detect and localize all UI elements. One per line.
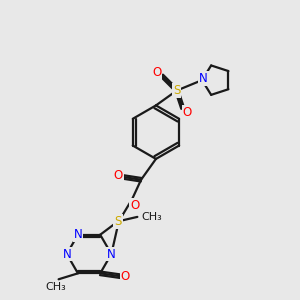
Text: O: O <box>130 199 139 212</box>
Text: O: O <box>121 270 130 283</box>
Text: N: N <box>62 248 71 260</box>
Text: N: N <box>74 228 82 241</box>
Text: CH₃: CH₃ <box>45 282 66 292</box>
Text: O: O <box>152 66 161 79</box>
Text: O: O <box>114 169 123 182</box>
Text: O: O <box>182 106 192 119</box>
Text: S: S <box>173 84 180 97</box>
Text: CH₃: CH₃ <box>141 212 162 222</box>
Text: N: N <box>107 248 116 260</box>
Text: N: N <box>199 72 208 85</box>
Text: S: S <box>114 215 122 228</box>
